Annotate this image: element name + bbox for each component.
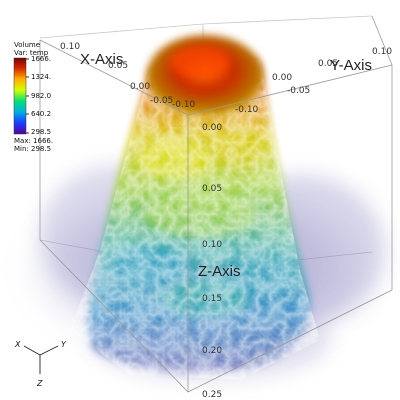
z-tick: 0.25 <box>202 390 222 400</box>
z-tick: 0.00 <box>202 123 222 133</box>
z-tick: 0.10 <box>202 240 222 250</box>
x-tick: 0.00 <box>130 82 150 92</box>
legend-label: 1666. <box>31 55 51 63</box>
z-tick: 0.15 <box>202 294 222 304</box>
triad-z-label: Z <box>36 379 43 388</box>
legend-label: 982.0 <box>31 92 51 100</box>
triad-y-label: Y <box>61 340 67 349</box>
color-legend: Volume Var: temp 1666. 1324. 982.0 640.2… <box>13 41 53 153</box>
z-axis-ticks: 0.00 0.05 0.10 0.15 0.20 0.25 <box>202 123 222 400</box>
legend-label: 1324. <box>31 73 51 81</box>
triad-x-label: X <box>14 340 21 349</box>
legend-variable: Var: temp <box>14 49 49 57</box>
x-tick: 0.10 <box>60 42 80 52</box>
y-tick: -0.05 <box>287 86 310 96</box>
z-tick: 0.05 <box>202 184 222 194</box>
legend-color-bar <box>13 57 27 135</box>
y-tick: 0.10 <box>372 47 392 57</box>
x-axis-ticks: 0.10 0.05 0.00 -0.05 -0.10 <box>60 42 196 110</box>
bounding-box-front <box>39 15 393 393</box>
x-tick: 0.05 <box>108 61 128 71</box>
legend-label: 298.5 <box>31 128 51 136</box>
plume-cap <box>147 35 263 115</box>
y-tick: -0.10 <box>235 105 259 115</box>
z-axis-title: Z-Axis <box>198 263 241 280</box>
legend-max: Max: 1666. <box>14 137 53 145</box>
y-tick: 0.00 <box>272 73 292 83</box>
legend-label: 640.2 <box>31 110 51 118</box>
orientation-triad <box>23 345 59 374</box>
x-axis-title: X-Axis <box>80 51 123 68</box>
y-tick: 0.05 <box>318 59 338 69</box>
x-tick: -0.05 <box>150 96 173 106</box>
y-axis-ticks: 0.10 0.05 0.00 -0.05 -0.10 <box>235 47 392 115</box>
y-axis-title: Y-Axis <box>330 57 372 74</box>
z-tick: 0.20 <box>202 346 222 356</box>
legend-title: Volume <box>14 41 40 49</box>
legend-min: Min: 298.5 <box>14 145 51 153</box>
x-tick: -0.10 <box>172 100 196 110</box>
